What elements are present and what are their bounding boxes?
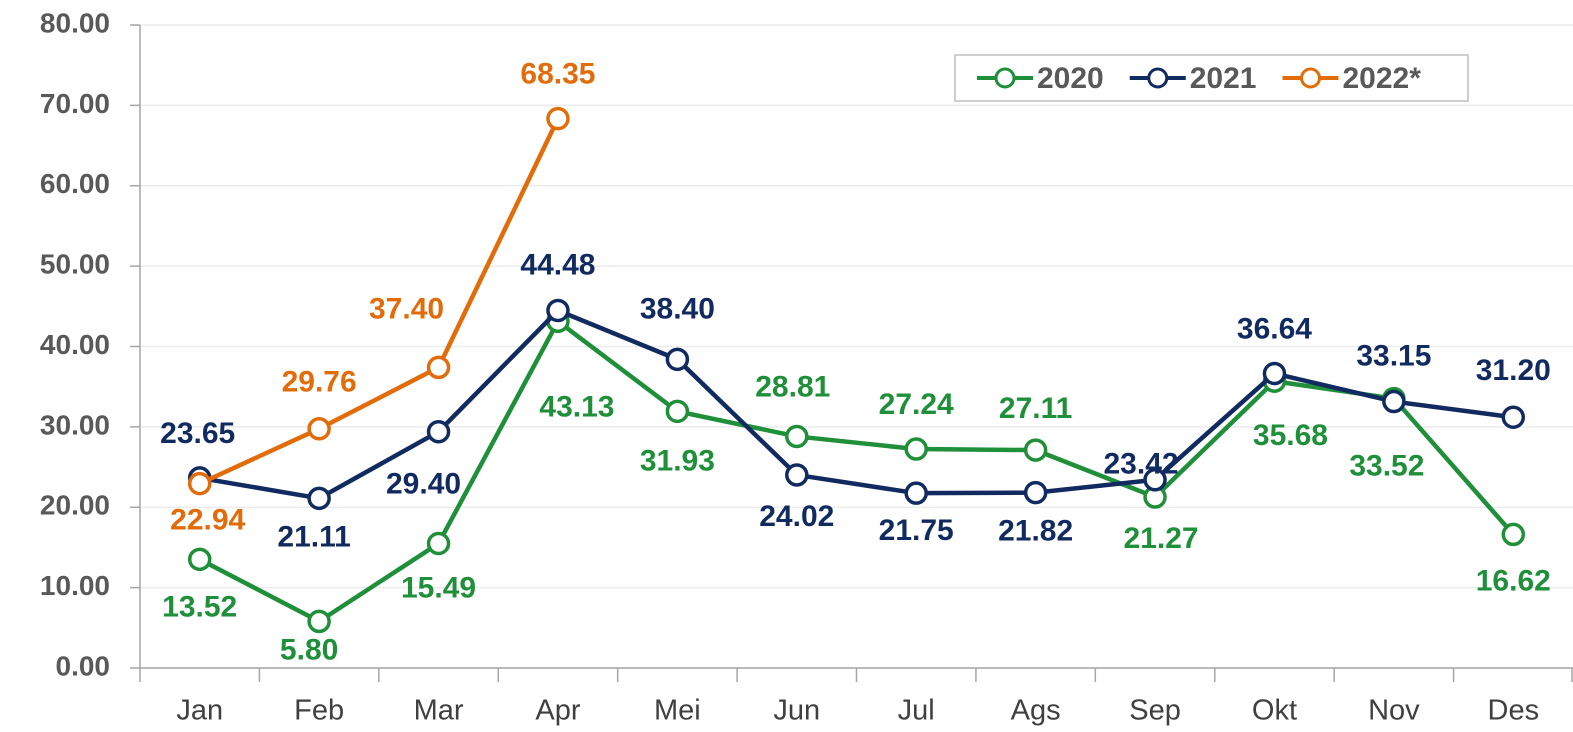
- y-tick-label: 80.00: [40, 7, 110, 38]
- x-tick-label: Mei: [654, 695, 701, 727]
- x-tick-label: Jan: [176, 695, 223, 727]
- point-marker: [785, 424, 809, 449]
- series-line: [198, 319, 1515, 624]
- data-label: 33.52: [1349, 450, 1424, 483]
- data-labels: 13.52 5.80 15.49 43.13 31.93 28.81 27.24 27.11 2…: [160, 58, 1551, 667]
- data-label: 33.15: [1356, 339, 1431, 372]
- point-marker: [1262, 361, 1287, 386]
- point-marker: [665, 399, 690, 424]
- data-label: 21.27: [1124, 522, 1199, 555]
- axes: 0.00 10.00 20.00 30.00 40.00 50.00 60.00 70.00 8…: [40, 7, 1573, 727]
- legend-swatch-marker: [1147, 67, 1169, 89]
- x-tick-label: Okt: [1252, 695, 1297, 727]
- series: [187, 106, 1526, 634]
- data-label: 13.52: [162, 590, 237, 623]
- x-tick-label: Mar: [414, 695, 464, 727]
- x-tick-label: Apr: [535, 695, 580, 727]
- point-marker: [426, 531, 451, 556]
- data-label: 38.40: [640, 292, 715, 325]
- point-marker: [307, 417, 331, 441]
- point-marker: [904, 481, 928, 505]
- legend-swatch-marker: [994, 67, 1016, 89]
- y-tick-label: 70.00: [40, 88, 110, 119]
- legend-box: [954, 54, 1469, 102]
- data-label: 24.02: [759, 500, 834, 533]
- data-label: 21.82: [998, 515, 1073, 548]
- x-tick-label: Jun: [773, 695, 820, 727]
- point-marker: [785, 463, 809, 487]
- y-tick-label: 50.00: [40, 249, 110, 280]
- data-label: 36.64: [1237, 312, 1312, 345]
- point-marker: [665, 347, 690, 372]
- data-label: 35.68: [1253, 419, 1328, 452]
- data-label: 68.35: [520, 58, 595, 91]
- data-label: 31.93: [640, 444, 715, 477]
- data-label: 27.24: [879, 388, 954, 421]
- point-marker: [1501, 405, 1526, 429]
- data-label: 29.76: [282, 366, 357, 399]
- data-label: 5.80: [280, 633, 338, 666]
- data-label: 21.11: [277, 520, 350, 553]
- point-marker: [546, 298, 570, 323]
- data-label: 16.62: [1476, 564, 1551, 597]
- data-label: 44.48: [520, 248, 595, 281]
- y-tick-label: 30.00: [40, 409, 110, 440]
- data-label: 15.49: [401, 571, 476, 604]
- legend: 2020 2021 2022*: [954, 54, 1469, 102]
- point-marker: [426, 355, 451, 380]
- legend-label: 2021: [1190, 62, 1257, 95]
- point-marker: [307, 609, 331, 634]
- legend-label: 2020: [1037, 62, 1104, 95]
- grid: [140, 24, 1573, 669]
- y-tick-label: 0.00: [56, 650, 111, 681]
- point-marker: [1143, 468, 1167, 492]
- point-marker: [546, 106, 570, 131]
- data-label: 27.11: [999, 392, 1072, 425]
- point-marker: [187, 471, 212, 496]
- x-tick-label: Feb: [294, 695, 344, 727]
- x-tick-label: Nov: [1368, 695, 1420, 727]
- data-label: 37.40: [369, 292, 444, 325]
- y-tick-label: 40.00: [40, 329, 110, 360]
- data-label: 29.40: [386, 468, 461, 501]
- series-line: [198, 117, 560, 486]
- x-tick-label: Sep: [1129, 695, 1181, 727]
- x-tick-label: Des: [1488, 695, 1540, 727]
- data-label: 31.20: [1476, 354, 1551, 387]
- legend-swatch-marker: [1300, 67, 1321, 89]
- point-marker: [187, 547, 212, 572]
- point-marker: [307, 486, 331, 511]
- point-marker: [1501, 522, 1526, 547]
- y-tick-label: 20.00: [40, 490, 110, 521]
- data-label: 23.65: [160, 417, 235, 450]
- data-label: 28.81: [755, 370, 830, 403]
- point-marker: [1023, 480, 1048, 505]
- legend-label: 2022*: [1343, 62, 1422, 95]
- y-tick-label: 10.00: [40, 570, 110, 601]
- point-marker: [426, 419, 451, 444]
- x-tick-label: Ags: [1011, 695, 1061, 727]
- point-marker: [1023, 438, 1048, 462]
- series-line: [199, 308, 1514, 501]
- point-marker: [904, 437, 928, 461]
- x-tick-label: Jul: [898, 695, 935, 727]
- data-label: 22.94: [170, 504, 245, 537]
- data-label: 43.13: [539, 390, 614, 423]
- point-marker: [1382, 389, 1406, 414]
- data-label: 23.42: [1104, 448, 1179, 481]
- data-label: 21.75: [879, 514, 954, 547]
- y-tick-label: 60.00: [40, 168, 110, 199]
